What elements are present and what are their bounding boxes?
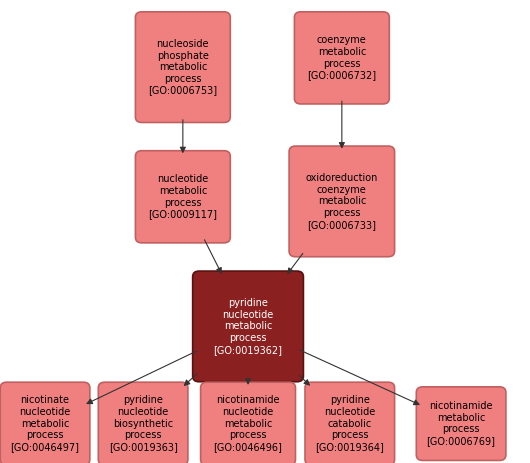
- FancyBboxPatch shape: [295, 12, 389, 104]
- FancyBboxPatch shape: [135, 12, 230, 122]
- FancyBboxPatch shape: [200, 382, 296, 463]
- Text: nicotinate
nucleotide
metabolic
process
[GO:0046497]: nicotinate nucleotide metabolic process …: [11, 395, 80, 452]
- Text: nucleotide
metabolic
process
[GO:0009117]: nucleotide metabolic process [GO:0009117…: [148, 175, 217, 219]
- FancyBboxPatch shape: [99, 382, 188, 463]
- Text: oxidoreduction
coenzyme
metabolic
process
[GO:0006733]: oxidoreduction coenzyme metabolic proces…: [306, 173, 378, 230]
- FancyBboxPatch shape: [135, 151, 230, 243]
- FancyBboxPatch shape: [193, 271, 303, 382]
- Text: pyridine
nucleotide
catabolic
process
[GO:0019364]: pyridine nucleotide catabolic process [G…: [315, 395, 384, 452]
- Text: pyridine
nucleotide
biosynthetic
process
[GO:0019363]: pyridine nucleotide biosynthetic process…: [109, 395, 178, 452]
- Text: pyridine
nucleotide
metabolic
process
[GO:0019362]: pyridine nucleotide metabolic process [G…: [214, 298, 282, 355]
- Text: coenzyme
metabolic
process
[GO:0006732]: coenzyme metabolic process [GO:0006732]: [307, 36, 376, 80]
- FancyBboxPatch shape: [417, 387, 506, 460]
- FancyBboxPatch shape: [1, 382, 90, 463]
- FancyBboxPatch shape: [305, 382, 394, 463]
- FancyBboxPatch shape: [289, 146, 394, 257]
- Text: nicotinamide
nucleotide
metabolic
process
[GO:0046496]: nicotinamide nucleotide metabolic proces…: [214, 395, 282, 452]
- Text: nicotinamide
metabolic
process
[GO:0006769]: nicotinamide metabolic process [GO:00067…: [427, 401, 496, 446]
- Text: nucleoside
phosphate
metabolic
process
[GO:0006753]: nucleoside phosphate metabolic process […: [148, 39, 217, 95]
